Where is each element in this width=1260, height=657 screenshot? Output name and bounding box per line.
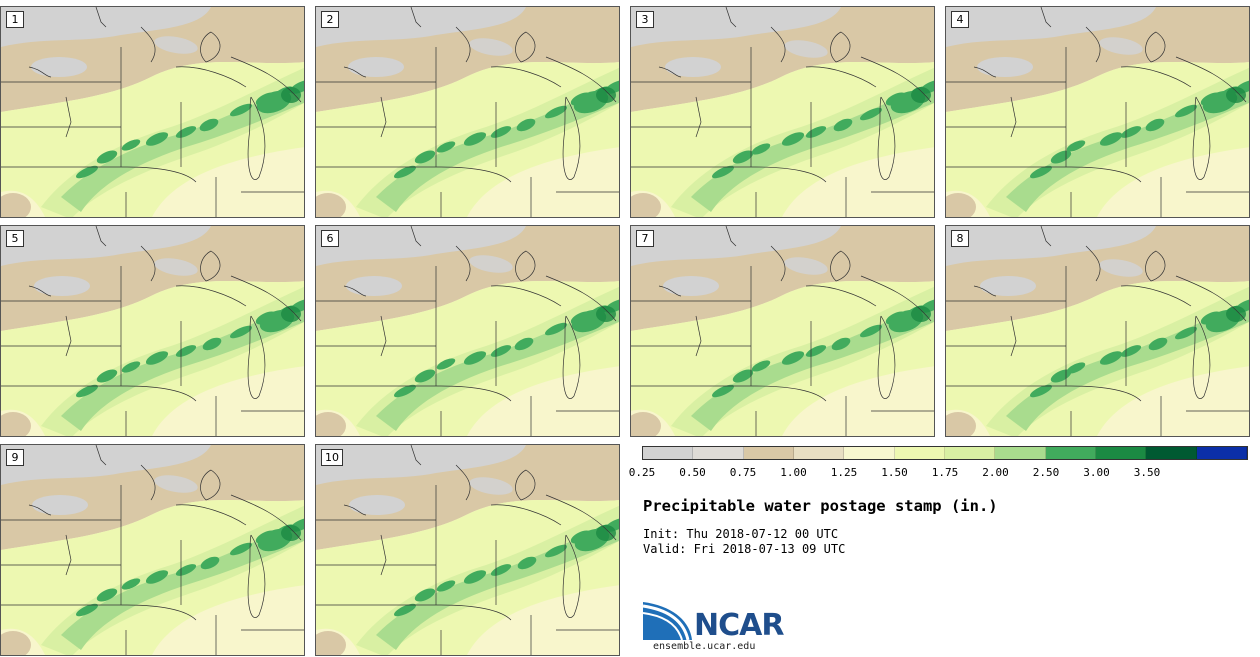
precipitable-water-map [631,7,934,217]
member-number-label: 10 [321,449,343,466]
colorbar-segment [1196,447,1247,459]
colorbar-tick-labels: 0.25 0.50 0.75 1.00 1.25 1.50 1.75 2.00 2.50 3.00… [629,466,1248,480]
colorbar-tick-label: 0.25 [628,466,656,479]
colorbar-tick-label: 0.75 [729,466,757,479]
ensemble-member-panel: 9 [0,444,305,656]
colorbar-tick-label: 2.00 [982,466,1009,479]
colorbar-segment [995,447,1046,459]
ensemble-member-panel: 8 [945,225,1250,437]
colorbar-segment [693,447,744,459]
colorbar-tick-label: 0.50 [679,466,706,479]
precipitable-water-map [316,7,619,217]
member-number-label: 7 [636,230,654,247]
precipitable-water-map [316,226,619,436]
colorbar-segment [844,447,895,459]
ensemble-member-panel: 4 [945,6,1250,218]
ncar-swoosh-logo-icon [642,602,692,641]
ensemble-member-panel: 10 [315,444,620,656]
member-number-label: 2 [321,11,339,28]
ncar-logo-text: NCAR [694,608,784,643]
ensemble-member-panel: 5 [0,225,305,437]
valid-time-label: Valid: Fri 2018-07-13 09 UTC [643,542,846,556]
chart-title: Precipitable water postage stamp (in.) [643,497,998,515]
member-number-label: 4 [951,11,969,28]
colorbar-tick-label: 1.25 [830,466,858,479]
member-number-label: 1 [6,11,24,28]
colorbar-segment [1045,447,1096,459]
member-number-label: 6 [321,230,339,247]
precipitable-water-map [1,445,304,655]
precipitable-water-map [631,226,934,436]
precipitable-water-colorbar [642,446,1248,460]
ensemble-member-panel: 1 [0,6,305,218]
colorbar-tick-label: 1.75 [931,466,959,479]
colorbar-tick-label: 3.00 [1083,466,1110,479]
ensemble-member-panel: 6 [315,225,620,437]
colorbar-tick-label: 3.50 [1133,466,1161,479]
colorbar-segment [743,447,794,459]
precipitable-water-map [946,7,1249,217]
colorbar-tick-label: 1.00 [780,466,807,479]
member-number-label: 3 [636,11,654,28]
colorbar-tick-label: 1.50 [881,466,908,479]
logo-url: ensemble.ucar.edu [653,641,756,652]
member-number-label: 8 [951,230,969,247]
colorbar-segment [894,447,945,459]
colorbar-segment [944,447,996,459]
precipitable-water-map [316,445,619,655]
ensemble-member-panel: 2 [315,6,620,218]
colorbar-tick-label: 2.50 [1032,466,1060,479]
precipitable-water-map [946,226,1249,436]
ensemble-member-panel: 7 [630,225,935,437]
colorbar-segment [793,447,845,459]
precipitable-water-map [1,226,304,436]
ensemble-member-panel: 3 [630,6,935,218]
member-number-label: 9 [6,449,24,466]
colorbar-segment [1146,447,1197,459]
member-number-label: 5 [6,230,24,247]
precipitable-water-map [1,7,304,217]
init-time-label: Init: Thu 2018-07-12 00 UTC [643,527,839,541]
colorbar-segment [643,447,694,459]
colorbar-segment [1095,447,1147,459]
